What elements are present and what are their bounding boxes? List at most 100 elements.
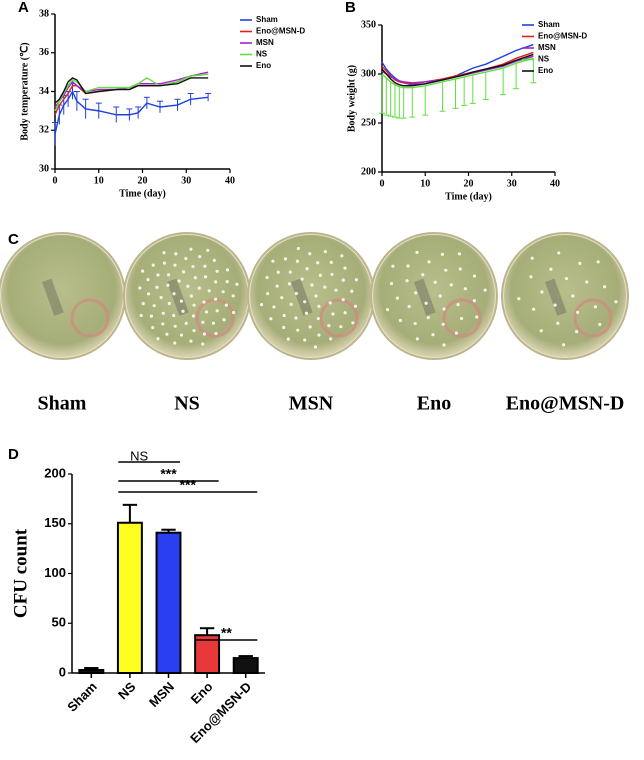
legend-label: MSN bbox=[538, 43, 556, 52]
colony bbox=[351, 321, 355, 325]
colony bbox=[265, 275, 269, 280]
colony bbox=[574, 330, 579, 334]
colony bbox=[323, 285, 327, 289]
y-tick-label: 200 bbox=[361, 166, 376, 177]
colony bbox=[152, 304, 156, 308]
colony bbox=[189, 294, 193, 298]
plate-agar bbox=[504, 235, 626, 357]
colony bbox=[224, 303, 228, 307]
colony bbox=[275, 284, 279, 288]
colony bbox=[305, 267, 309, 271]
colony bbox=[389, 281, 394, 286]
colony bbox=[328, 301, 332, 305]
x-tick-label: 10 bbox=[94, 175, 104, 186]
colony bbox=[201, 342, 205, 346]
colony bbox=[415, 250, 419, 255]
colony bbox=[139, 313, 143, 318]
bar bbox=[232, 657, 259, 675]
colony bbox=[296, 328, 300, 332]
colony bbox=[166, 283, 170, 287]
x-tick-label: 30 bbox=[507, 178, 517, 189]
plate-agar bbox=[1, 235, 123, 357]
colony bbox=[313, 345, 318, 349]
error-bar bbox=[383, 77, 390, 116]
colony bbox=[206, 248, 210, 252]
y-tick-label: 150 bbox=[44, 515, 66, 530]
x-tick-label: 0 bbox=[53, 175, 58, 186]
y-tick-label: 30 bbox=[39, 163, 49, 174]
colony bbox=[202, 332, 207, 336]
colony bbox=[259, 303, 264, 307]
error-bar bbox=[396, 86, 403, 119]
error-bar bbox=[143, 96, 150, 104]
error-bar bbox=[174, 98, 181, 106]
colony bbox=[458, 267, 462, 271]
legend-label: NS bbox=[538, 55, 550, 64]
colony bbox=[162, 261, 167, 265]
error-bar bbox=[400, 87, 407, 119]
colony bbox=[472, 274, 477, 278]
legend-label: Eno bbox=[538, 66, 553, 75]
colony bbox=[427, 260, 431, 264]
colony bbox=[177, 279, 181, 283]
colony bbox=[167, 301, 172, 306]
colony bbox=[413, 321, 417, 326]
error-bar bbox=[157, 100, 163, 107]
colony bbox=[331, 312, 335, 316]
significance-label: ** bbox=[221, 625, 232, 641]
x-tick-label: 30 bbox=[181, 175, 191, 186]
plate-marking bbox=[167, 278, 189, 316]
x-tick-label: Eno bbox=[188, 679, 216, 707]
colony bbox=[472, 299, 476, 303]
colony bbox=[339, 325, 343, 329]
colony bbox=[266, 291, 270, 296]
colony bbox=[186, 284, 190, 288]
y-axis-label: Body weight (g) bbox=[346, 65, 357, 132]
colony bbox=[280, 296, 284, 300]
plate-label: Eno bbox=[417, 393, 451, 415]
colony bbox=[449, 283, 453, 287]
x-tick-label: MSN bbox=[146, 679, 177, 710]
colony bbox=[173, 341, 177, 345]
colony bbox=[317, 333, 321, 337]
error-bar bbox=[126, 108, 133, 115]
x-tick-label: 20 bbox=[138, 175, 148, 186]
colony bbox=[201, 320, 205, 324]
colony bbox=[294, 291, 298, 296]
colony bbox=[272, 305, 276, 309]
colony bbox=[231, 294, 235, 298]
colony bbox=[530, 256, 534, 260]
colony bbox=[181, 270, 186, 274]
series-line bbox=[54, 73, 209, 112]
error-bar bbox=[82, 98, 89, 109]
panel-label: C bbox=[8, 231, 19, 248]
colony bbox=[308, 252, 312, 256]
colony bbox=[549, 267, 553, 271]
colony bbox=[517, 297, 521, 301]
colony bbox=[181, 309, 185, 313]
plate-marking bbox=[545, 278, 567, 316]
x-tick-label: Sham bbox=[64, 679, 100, 715]
colony bbox=[189, 339, 193, 343]
colony bbox=[294, 316, 298, 320]
y-tick-label: 38 bbox=[39, 8, 49, 19]
legend-label: Eno@MSN-D bbox=[256, 27, 305, 36]
colony bbox=[398, 318, 402, 323]
colony bbox=[614, 300, 618, 304]
colony bbox=[304, 311, 309, 315]
colony bbox=[303, 300, 307, 304]
colony bbox=[308, 325, 312, 329]
colony bbox=[354, 278, 358, 282]
colony bbox=[421, 273, 425, 277]
colony bbox=[556, 321, 560, 325]
colony bbox=[327, 324, 331, 328]
colony bbox=[414, 291, 418, 295]
colony bbox=[585, 280, 589, 284]
colony bbox=[184, 321, 188, 325]
colony bbox=[147, 292, 151, 296]
x-tick-label: 10 bbox=[420, 178, 430, 189]
plate-marking bbox=[291, 278, 313, 316]
plate-label: NS bbox=[174, 393, 200, 415]
x-tick-label: 40 bbox=[550, 178, 560, 189]
colony bbox=[174, 252, 178, 256]
